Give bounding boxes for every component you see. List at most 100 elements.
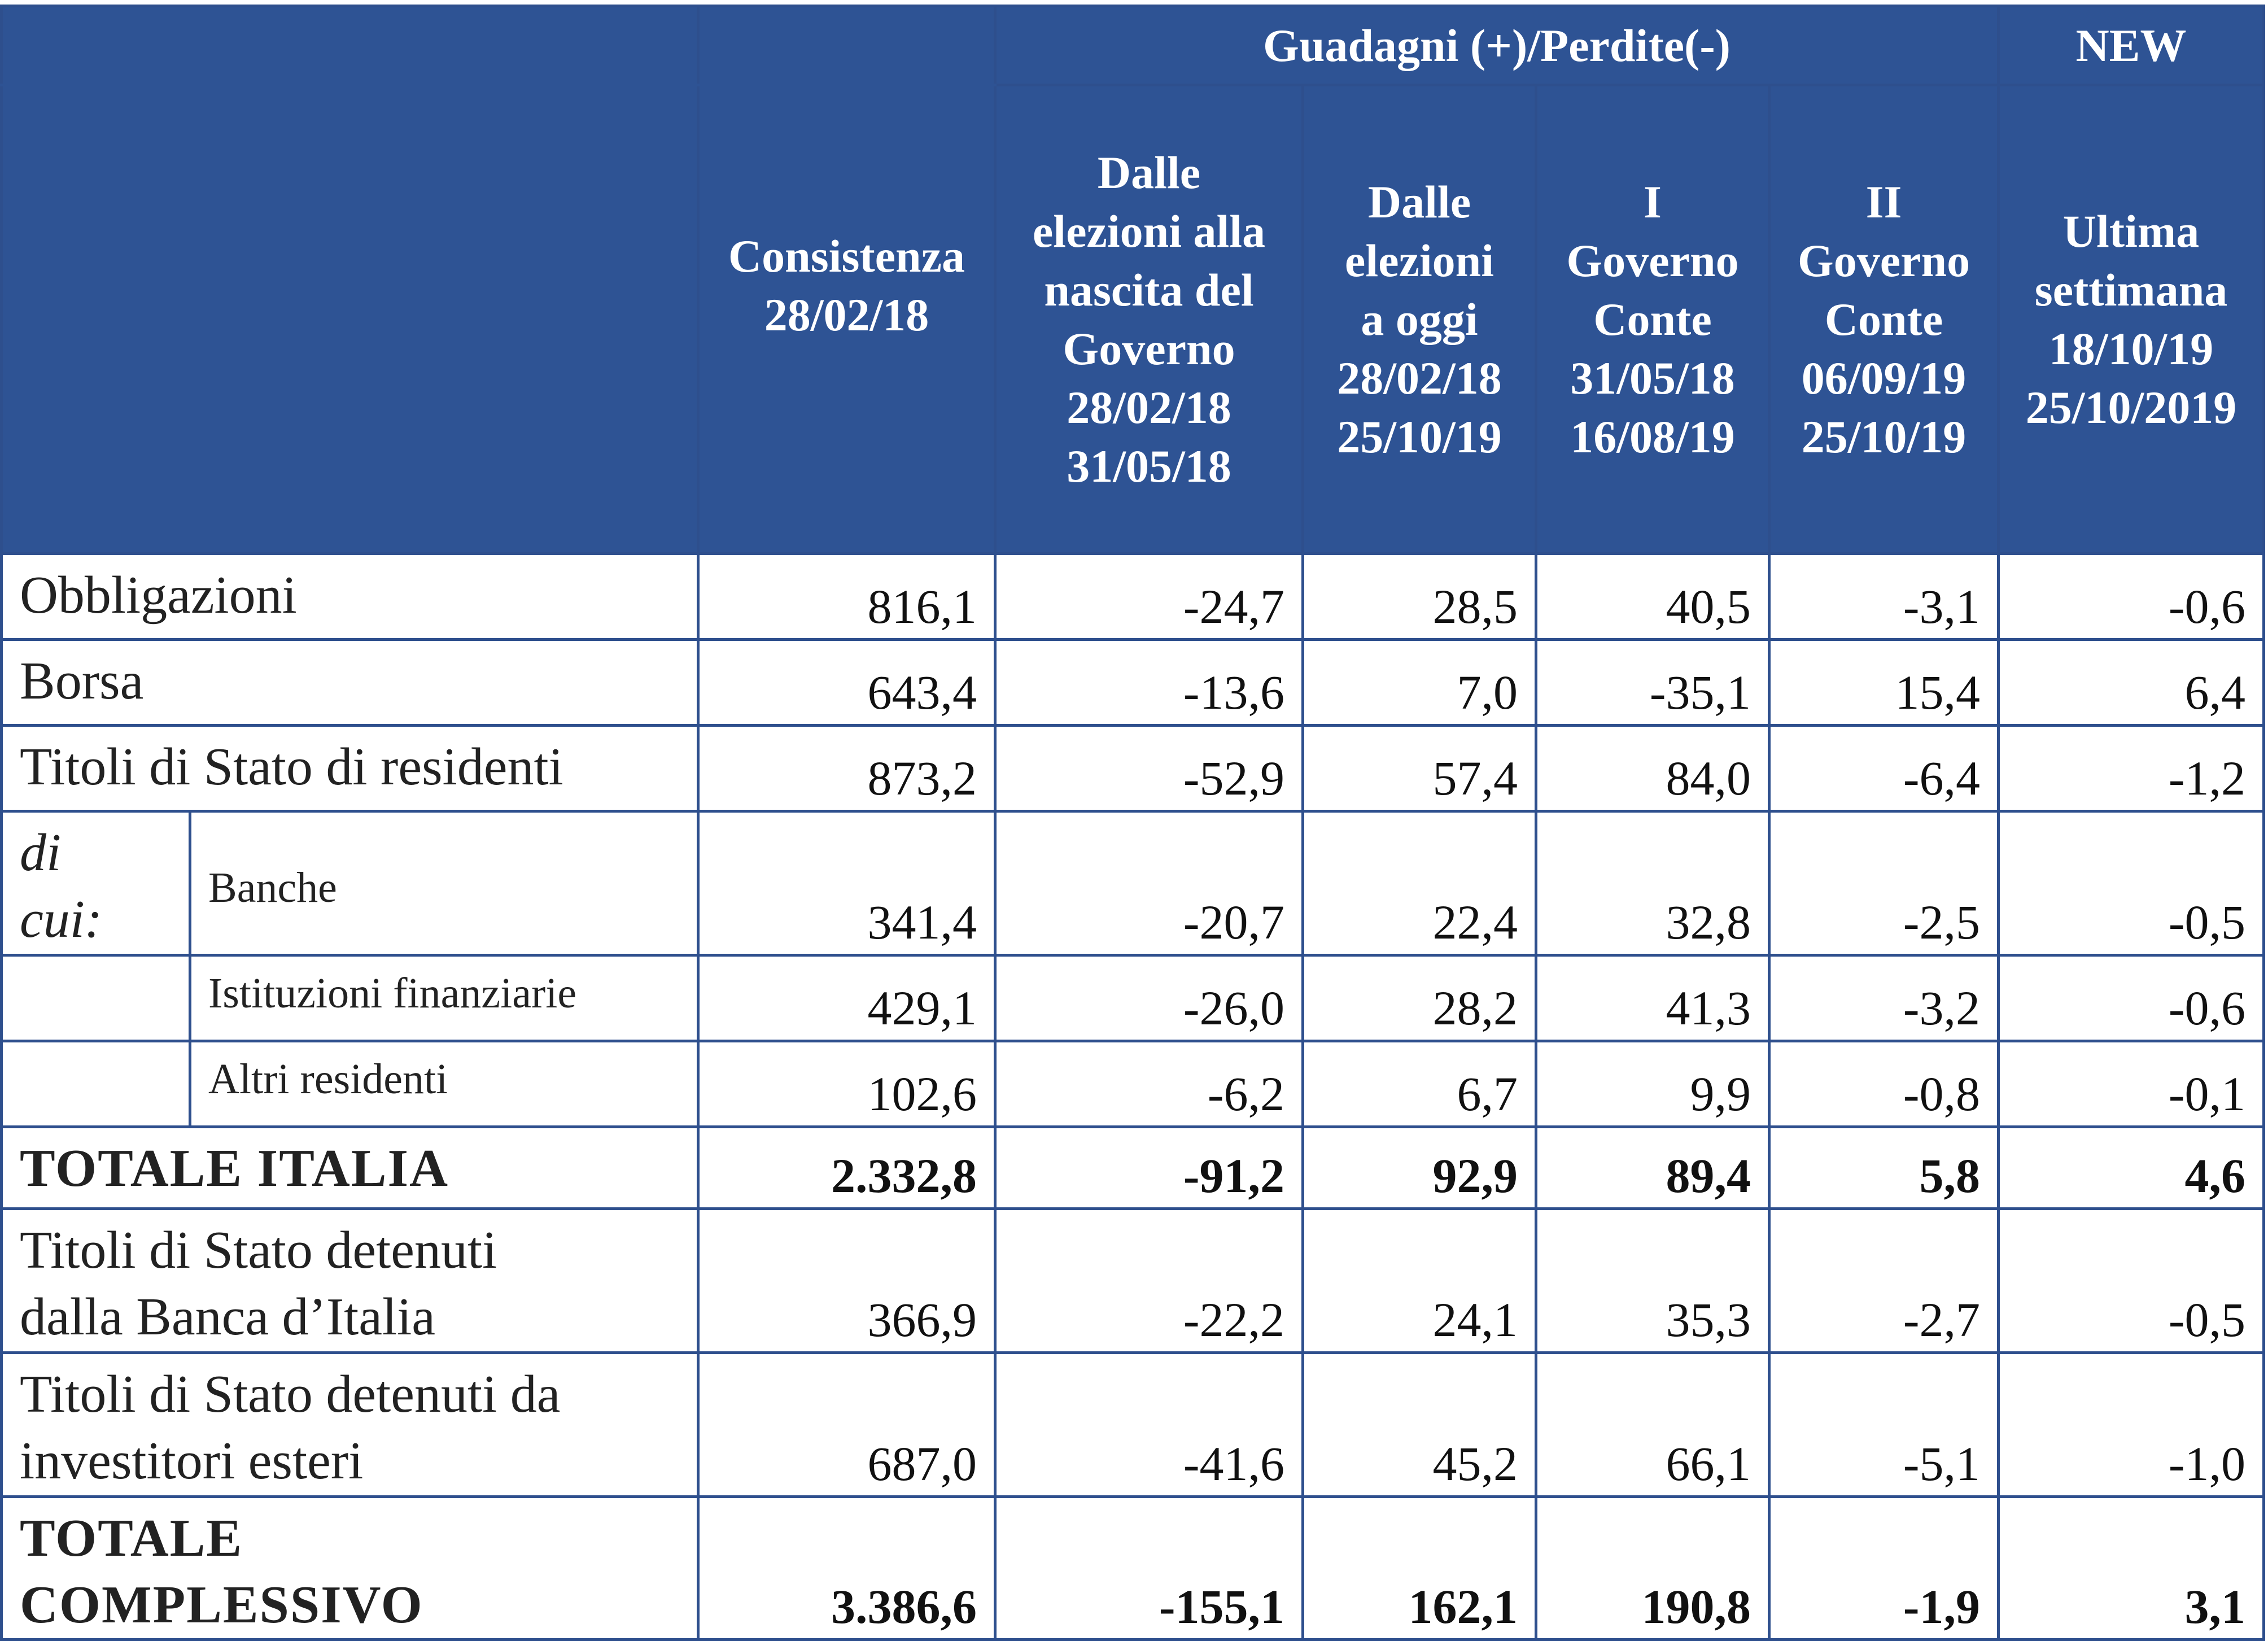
- cell-value: 3.386,6: [697, 1495, 997, 1641]
- cell-value: 66,1: [1535, 1351, 1771, 1498]
- header-blank-consistenza-cell: [697, 5, 997, 86]
- header-c3-line2: elezioni: [1344, 234, 1494, 286]
- cell-value: 35,3: [1535, 1207, 1771, 1354]
- header-c2-line1: Dalle: [1097, 146, 1201, 198]
- cell-value: -35,1: [1535, 638, 1771, 727]
- header-c5-line1: II: [1865, 176, 1902, 228]
- cell-value: -0,5: [1997, 810, 2265, 957]
- header-c4-line3: Conte: [1593, 293, 1712, 345]
- row-label-borsa: Borsa: [0, 638, 700, 727]
- cell-value: 41,3: [1535, 954, 1771, 1042]
- header-c5-line4: 06/09/19: [1801, 352, 1967, 404]
- table-row-istituzioni: Istituzioni finanziarie 429,1 -26,0 28,2…: [0, 954, 2265, 1042]
- header-consistenza-line2: 28/02/18: [764, 289, 929, 341]
- cell-value: -1,0: [1997, 1351, 2265, 1498]
- cell-value: -0,8: [1768, 1040, 2000, 1128]
- header-col-elezioni-nascita: Dalle elezioni alla nascita del Governo …: [994, 84, 1304, 555]
- cell-value: 6,4: [1997, 638, 2265, 727]
- cell-value: 102,6: [697, 1040, 997, 1128]
- header-c3-line3: a oggi: [1361, 293, 1478, 345]
- header-c2-line4: Governo: [1063, 322, 1235, 374]
- cell-value: 2.332,8: [697, 1125, 997, 1210]
- cell-value: 162,1: [1301, 1495, 1537, 1641]
- cell-value: 32,8: [1535, 810, 1771, 957]
- header-c4-line5: 16/08/19: [1570, 411, 1735, 462]
- cell-value: -24,7: [994, 552, 1304, 641]
- header-col-ii-governo-conte: II Governo Conte 06/09/19 25/10/19: [1768, 84, 2000, 555]
- header-consistenza-line1: Consistenza: [728, 230, 965, 282]
- cell-value: 84,0: [1535, 724, 1771, 813]
- cell-value: -0,5: [1997, 1207, 2265, 1354]
- row-label-altri: Altri residenti: [189, 1040, 700, 1128]
- cell-value: 89,4: [1535, 1125, 1771, 1210]
- header-c3-line4: 28/02/18: [1337, 352, 1502, 404]
- cell-value: 92,9: [1301, 1125, 1537, 1210]
- table-row-banca-italia: Titoli di Stato detenuti dalla Banca d’I…: [0, 1207, 2265, 1354]
- header-gains-losses-group: Guadagni (+)/Perdite(-): [994, 5, 2000, 86]
- cell-value: 45,2: [1301, 1351, 1537, 1498]
- di-cui-label: di cui:: [0, 810, 191, 957]
- cell-value: 366,9: [697, 1207, 997, 1354]
- table-row-banche: di cui: Banche 341,4 -20,7 22,4 32,8 -2,…: [0, 810, 2265, 957]
- di-cui-blank-cell: [0, 954, 191, 1042]
- cell-value: -6,2: [994, 1040, 1304, 1128]
- cell-value: -13,6: [994, 638, 1304, 727]
- table-row-titoli-residenti: Titoli di Stato di residenti 873,2 -52,9…: [0, 724, 2265, 813]
- cell-value: -0,6: [1997, 954, 2265, 1042]
- row-label-banca-italia-line1: Titoli di Stato detenuti: [20, 1221, 497, 1280]
- row-label-esteri-line2: investitori esteri: [20, 1431, 364, 1490]
- cell-value: -5,1: [1768, 1351, 2000, 1498]
- di-cui-blank-cell: [0, 1040, 191, 1128]
- cell-value: -0,6: [1997, 552, 2265, 641]
- header-c2-line2: elezioni alla: [1032, 205, 1266, 257]
- row-label-totale-italia: TOTALE ITALIA: [0, 1125, 700, 1210]
- cell-value: 5,8: [1768, 1125, 2000, 1210]
- header-c2-line6: 31/05/18: [1067, 440, 1231, 492]
- cell-value: -2,5: [1768, 810, 2000, 957]
- header-c4-line1: I: [1644, 176, 1662, 228]
- cell-value: -1,9: [1768, 1495, 2000, 1641]
- cell-value: 190,8: [1535, 1495, 1771, 1641]
- cell-value: -26,0: [994, 954, 1304, 1042]
- header-new-label: NEW: [1997, 5, 2265, 86]
- header-blank-label-cell: [0, 5, 700, 86]
- row-label-banca-italia-line2: dalla Banca d’Italia: [20, 1288, 435, 1346]
- header-c2-line5: 28/02/18: [1067, 381, 1231, 433]
- header-c4-line2: Governo: [1566, 234, 1739, 286]
- cell-value: 816,1: [697, 552, 997, 641]
- table-row-altri: Altri residenti 102,6 -6,2 6,7 9,9 -0,8 …: [0, 1040, 2265, 1128]
- cell-value: -22,2: [994, 1207, 1304, 1354]
- cell-value: 15,4: [1768, 638, 2000, 727]
- header-c2-line3: nascita del: [1044, 264, 1254, 316]
- row-label-esteri-line1: Titoli di Stato detenuti da: [20, 1365, 561, 1424]
- row-label-totale-complessivo-line1: TOTALE: [20, 1509, 243, 1568]
- header-c5-line2: Governo: [1797, 234, 1970, 286]
- header-col-elezioni-oggi: Dalle elezioni a oggi 28/02/18 25/10/19: [1301, 84, 1537, 555]
- cell-value: 28,5: [1301, 552, 1537, 641]
- header-c6-line2: settimana: [2034, 264, 2228, 316]
- header-c5-line5: 25/10/19: [1801, 411, 1967, 462]
- table-row-borsa: Borsa 643,4 -13,6 7,0 -35,1 15,4 6,4: [0, 638, 2265, 727]
- header-consistenza: Consistenza 28/02/18: [697, 84, 997, 555]
- cell-value: 429,1: [697, 954, 997, 1042]
- cell-value: -52,9: [994, 724, 1304, 813]
- cell-value: -0,1: [1997, 1040, 2265, 1128]
- header-c3-line5: 25/10/19: [1337, 411, 1502, 462]
- cell-value: -3,1: [1768, 552, 2000, 641]
- financial-table: Guadagni (+)/Perdite(-) NEW Consistenza …: [0, 5, 2265, 1641]
- cell-value: 22,4: [1301, 810, 1537, 957]
- header-label-column: [0, 84, 700, 555]
- row-label-istituzioni: Istituzioni finanziarie: [189, 954, 700, 1042]
- header-c6-line4: 25/10/2019: [2025, 381, 2237, 433]
- cell-value: 873,2: [697, 724, 997, 813]
- cell-value: 643,4: [697, 638, 997, 727]
- cell-value: 28,2: [1301, 954, 1537, 1042]
- header-c3-line1: Dalle: [1367, 176, 1471, 228]
- cell-value: -41,6: [994, 1351, 1304, 1498]
- cell-value: 6,7: [1301, 1040, 1537, 1128]
- cell-value: -3,2: [1768, 954, 2000, 1042]
- table-row-totale-complessivo: TOTALE COMPLESSIVO 3.386,6 -155,1 162,1 …: [0, 1495, 2265, 1641]
- table-row-obbligazioni: Obbligazioni 816,1 -24,7 28,5 40,5 -3,1 …: [0, 552, 2265, 641]
- header-c4-line4: 31/05/18: [1570, 352, 1735, 404]
- row-label-banca-italia: Titoli di Stato detenuti dalla Banca d’I…: [0, 1207, 700, 1354]
